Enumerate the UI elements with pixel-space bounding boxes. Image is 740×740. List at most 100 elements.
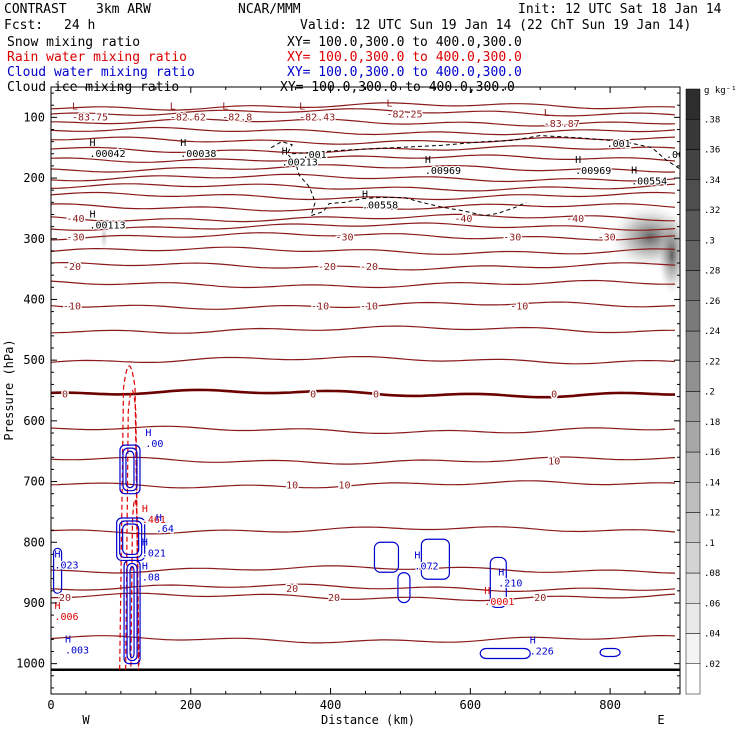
cloud-water-contour-line <box>119 520 143 559</box>
legend-snow-xy: XY= 100.0,300.0 to 400.0,300.0 <box>287 35 522 50</box>
cloud-water-contour-line <box>373 541 400 573</box>
cloud-water-contour-line <box>599 647 621 658</box>
cloud-water-contour-line <box>129 565 135 659</box>
extremum-value-label: -82.8 <box>222 113 252 124</box>
isotherm-line <box>51 565 676 574</box>
extremum-value-label: .226 <box>530 647 554 658</box>
isotherm-label: -40 <box>66 214 84 225</box>
isotherm-line <box>51 232 676 241</box>
fcst-label: Fcst: <box>4 18 44 33</box>
rain-contour-line <box>125 389 140 670</box>
isotherm-line <box>51 583 676 592</box>
colorbar-tick-label: .06 <box>704 599 720 609</box>
colorbar: .02 .04 .06 .08 .1 .12 .14 .16 .18 .2 .22 .24 .26 .28… <box>685 88 720 695</box>
extremum-marker: H <box>575 155 581 166</box>
extremum-marker: H <box>89 138 95 149</box>
extremum-value-label: .00038 <box>180 149 216 160</box>
colorbar-cell <box>685 88 701 120</box>
extremum-value-label: -82.62 <box>170 113 206 124</box>
legend-rain-name: Rain water mixing ratio <box>7 50 188 65</box>
y-tick-label-700: 700 <box>23 475 45 489</box>
extremum-value-label: .00969 <box>575 166 611 177</box>
colorbar-tick-label: .32 <box>704 206 720 216</box>
colorbar-cell <box>685 663 701 695</box>
isotherm-line <box>51 388 675 399</box>
isotherm-label: 0 <box>310 390 316 401</box>
colorbar-cell <box>685 270 701 301</box>
extremum-marker: H <box>142 504 148 515</box>
cloud-water-contour-line <box>119 444 141 495</box>
temperature-contours <box>51 102 680 671</box>
extremum-value-label: -83.87 <box>544 119 580 130</box>
colorbar-tick-label: .08 <box>704 569 720 579</box>
cloud-water-contour-line <box>125 450 135 489</box>
extremum-value-label: .00558 <box>362 201 398 212</box>
x-tick-label-200: 200 <box>180 698 202 712</box>
extremum-marker: H <box>362 190 368 201</box>
isotherm-line <box>51 203 676 212</box>
cloud-water-contour-line <box>52 547 63 594</box>
fcst-value: 24 h <box>64 18 96 33</box>
cloud-water-contour-line <box>479 647 531 660</box>
project-label: CONTRAST <box>4 2 67 17</box>
cloud-water-contour-line <box>397 571 411 604</box>
isotherm-line <box>51 635 676 644</box>
extremum-marker: H <box>54 601 60 612</box>
extremum-marker: H <box>65 635 71 646</box>
extremum-value-label: .00042 <box>89 149 125 160</box>
isotherm-line <box>51 456 676 465</box>
extremum-marker: L <box>299 102 305 113</box>
isotherm-label: -20 <box>63 262 81 273</box>
rain-contour-line <box>119 365 140 670</box>
legend-cloud-water-xy: XY= 100.0,300.0 to 400.0,300.0 <box>287 65 522 80</box>
cloud-water-contours <box>52 444 621 665</box>
colorbar-tick-label: .38 <box>704 115 720 125</box>
x-tick-label-800: 800 <box>599 698 621 712</box>
extremum-marker: L <box>222 102 228 113</box>
init-label: Init: 12 UTC Sat 18 Jan 14 <box>518 2 722 17</box>
colorbar-tick-label: .04 <box>704 630 720 640</box>
colorbar-cell <box>685 179 701 211</box>
y-tick-label-900: 900 <box>23 596 45 610</box>
extremum-marker: H <box>484 586 490 597</box>
extremum-value-label: .64 <box>156 524 174 535</box>
extremum-marker: H <box>282 146 288 157</box>
isotherm-label: 20 <box>286 584 298 595</box>
colorbar-tick-label: .16 <box>704 448 720 458</box>
isotherm-label: 20 <box>534 593 546 604</box>
isotherm-line <box>51 325 675 334</box>
colorbar-tick-label: .28 <box>704 267 720 277</box>
extremum-marker: L <box>170 102 176 113</box>
legend-snow-name: Snow mixing ratio <box>7 35 141 50</box>
isotherm-label: -20 <box>318 262 336 273</box>
y-tick-label-500: 500 <box>23 353 45 367</box>
y-tick-label-200: 200 <box>23 171 45 185</box>
isotherm-line <box>51 262 676 271</box>
colorbar-cell <box>685 451 701 483</box>
isotherm-label: -10 <box>311 302 329 313</box>
colorbar-cell <box>685 391 701 422</box>
isotherm-line <box>51 164 676 173</box>
cloud-water-contour-line <box>122 447 138 492</box>
isotherm-line <box>51 301 676 310</box>
extremum-value-label: .072 <box>414 562 438 573</box>
extremum-value-label: .08 <box>142 573 160 584</box>
extremum-marker: H <box>145 428 151 439</box>
extremum-value-label: .00969 <box>425 166 461 177</box>
isotherm-label: -30 <box>598 232 616 243</box>
isotherm-line <box>51 108 676 117</box>
isotherm-label: 10 <box>286 481 298 492</box>
colorbar-cell <box>685 300 701 332</box>
cloud-ice-shading-east-upper <box>658 215 680 295</box>
extremum-value-label: .0001 <box>484 597 514 608</box>
extremum-marker: H <box>631 165 637 176</box>
y-axis-label: Pressure (hPa) <box>2 339 16 440</box>
extremum-marker: H <box>530 636 536 647</box>
isotherm-label: 20 <box>328 593 340 604</box>
x-tick-label-0: 0 <box>47 698 54 712</box>
legend-cloud-water-name: Cloud water mixing ratio <box>7 65 195 80</box>
isotherm-line <box>51 213 675 223</box>
isotherm-line <box>51 222 676 231</box>
y-tick-label-1000: 1000 <box>16 657 45 671</box>
